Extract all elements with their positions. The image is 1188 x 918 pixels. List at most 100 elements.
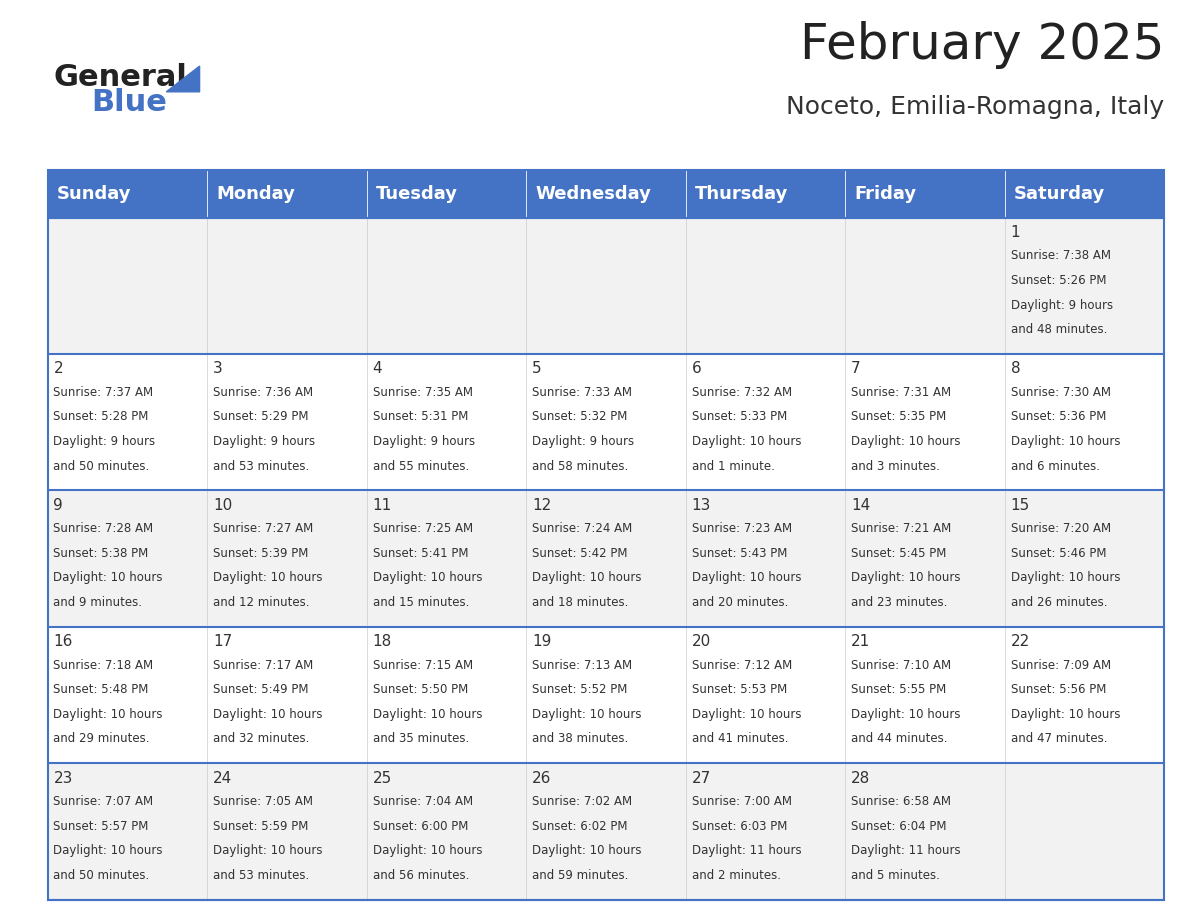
- Text: Daylight: 10 hours: Daylight: 10 hours: [532, 571, 642, 585]
- FancyBboxPatch shape: [526, 170, 685, 218]
- Text: 20: 20: [691, 634, 710, 649]
- Text: Daylight: 10 hours: Daylight: 10 hours: [691, 435, 801, 448]
- Text: Sunrise: 7:38 AM: Sunrise: 7:38 AM: [1011, 250, 1111, 263]
- Text: Sunrise: 7:31 AM: Sunrise: 7:31 AM: [851, 386, 952, 399]
- FancyBboxPatch shape: [367, 170, 526, 218]
- Text: Sunset: 5:41 PM: Sunset: 5:41 PM: [373, 547, 468, 560]
- Text: Sunrise: 7:15 AM: Sunrise: 7:15 AM: [373, 659, 473, 672]
- Text: and 3 minutes.: and 3 minutes.: [851, 460, 940, 473]
- Text: Sunset: 5:55 PM: Sunset: 5:55 PM: [851, 683, 947, 696]
- Text: 2: 2: [53, 362, 63, 376]
- Text: Daylight: 10 hours: Daylight: 10 hours: [213, 708, 322, 721]
- Text: Daylight: 10 hours: Daylight: 10 hours: [851, 435, 961, 448]
- Text: Daylight: 9 hours: Daylight: 9 hours: [532, 435, 634, 448]
- Text: and 56 minutes.: and 56 minutes.: [373, 868, 469, 882]
- Text: 22: 22: [1011, 634, 1030, 649]
- Text: Sunset: 5:35 PM: Sunset: 5:35 PM: [851, 410, 947, 423]
- Text: Daylight: 10 hours: Daylight: 10 hours: [691, 708, 801, 721]
- Text: and 20 minutes.: and 20 minutes.: [691, 596, 788, 609]
- Text: Sunrise: 7:17 AM: Sunrise: 7:17 AM: [213, 659, 314, 672]
- Text: and 6 minutes.: and 6 minutes.: [1011, 460, 1100, 473]
- FancyBboxPatch shape: [48, 354, 1164, 490]
- Text: Sunrise: 7:36 AM: Sunrise: 7:36 AM: [213, 386, 314, 399]
- Text: 19: 19: [532, 634, 551, 649]
- Text: Sunset: 5:31 PM: Sunset: 5:31 PM: [373, 410, 468, 423]
- Text: Sunrise: 7:21 AM: Sunrise: 7:21 AM: [851, 522, 952, 535]
- Text: Daylight: 9 hours: Daylight: 9 hours: [373, 435, 475, 448]
- Text: Sunday: Sunday: [57, 185, 132, 203]
- Text: 24: 24: [213, 770, 232, 786]
- Text: Sunset: 6:02 PM: Sunset: 6:02 PM: [532, 820, 627, 833]
- Text: and 44 minutes.: and 44 minutes.: [851, 733, 948, 745]
- Text: Sunrise: 6:58 AM: Sunrise: 6:58 AM: [851, 795, 952, 808]
- Text: General: General: [53, 62, 188, 92]
- Text: Sunrise: 7:25 AM: Sunrise: 7:25 AM: [373, 522, 473, 535]
- Text: Sunrise: 7:30 AM: Sunrise: 7:30 AM: [1011, 386, 1111, 399]
- Text: Sunrise: 7:04 AM: Sunrise: 7:04 AM: [373, 795, 473, 808]
- Text: and 50 minutes.: and 50 minutes.: [53, 868, 150, 882]
- Text: Sunset: 5:26 PM: Sunset: 5:26 PM: [1011, 274, 1106, 287]
- Text: 18: 18: [373, 634, 392, 649]
- FancyBboxPatch shape: [685, 170, 845, 218]
- Text: Daylight: 10 hours: Daylight: 10 hours: [53, 845, 163, 857]
- Text: Sunrise: 7:13 AM: Sunrise: 7:13 AM: [532, 659, 632, 672]
- Text: Sunset: 5:43 PM: Sunset: 5:43 PM: [691, 547, 786, 560]
- Text: 17: 17: [213, 634, 232, 649]
- Text: Sunset: 5:56 PM: Sunset: 5:56 PM: [1011, 683, 1106, 696]
- Text: Daylight: 10 hours: Daylight: 10 hours: [851, 708, 961, 721]
- Text: and 59 minutes.: and 59 minutes.: [532, 868, 628, 882]
- Text: February 2025: February 2025: [800, 21, 1164, 69]
- Text: and 18 minutes.: and 18 minutes.: [532, 596, 628, 609]
- Text: Sunrise: 7:28 AM: Sunrise: 7:28 AM: [53, 522, 153, 535]
- Text: 11: 11: [373, 498, 392, 513]
- Text: 26: 26: [532, 770, 551, 786]
- Text: 3: 3: [213, 362, 222, 376]
- Text: Sunrise: 7:20 AM: Sunrise: 7:20 AM: [1011, 522, 1111, 535]
- Text: Daylight: 10 hours: Daylight: 10 hours: [1011, 708, 1120, 721]
- Text: and 35 minutes.: and 35 minutes.: [373, 733, 469, 745]
- Text: 23: 23: [53, 770, 72, 786]
- Text: Sunrise: 7:02 AM: Sunrise: 7:02 AM: [532, 795, 632, 808]
- Text: and 48 minutes.: and 48 minutes.: [1011, 323, 1107, 336]
- Text: Sunset: 5:59 PM: Sunset: 5:59 PM: [213, 820, 309, 833]
- Text: 8: 8: [1011, 362, 1020, 376]
- Text: and 26 minutes.: and 26 minutes.: [1011, 596, 1107, 609]
- Text: 21: 21: [851, 634, 871, 649]
- Text: and 47 minutes.: and 47 minutes.: [1011, 733, 1107, 745]
- Text: Daylight: 10 hours: Daylight: 10 hours: [373, 845, 482, 857]
- FancyBboxPatch shape: [48, 490, 1164, 627]
- Text: Daylight: 10 hours: Daylight: 10 hours: [851, 571, 961, 585]
- Text: and 55 minutes.: and 55 minutes.: [373, 460, 469, 473]
- Text: and 41 minutes.: and 41 minutes.: [691, 733, 788, 745]
- FancyBboxPatch shape: [1005, 170, 1164, 218]
- Text: and 15 minutes.: and 15 minutes.: [373, 596, 469, 609]
- Text: Sunrise: 7:23 AM: Sunrise: 7:23 AM: [691, 522, 791, 535]
- Text: Sunrise: 7:33 AM: Sunrise: 7:33 AM: [532, 386, 632, 399]
- FancyBboxPatch shape: [48, 627, 1164, 763]
- Text: Sunrise: 7:05 AM: Sunrise: 7:05 AM: [213, 795, 312, 808]
- Text: Sunset: 5:38 PM: Sunset: 5:38 PM: [53, 547, 148, 560]
- Text: Sunset: 6:03 PM: Sunset: 6:03 PM: [691, 820, 786, 833]
- Text: Friday: Friday: [854, 185, 917, 203]
- Text: Daylight: 10 hours: Daylight: 10 hours: [1011, 571, 1120, 585]
- Text: Saturday: Saturday: [1015, 185, 1106, 203]
- Text: Noceto, Emilia-Romagna, Italy: Noceto, Emilia-Romagna, Italy: [786, 95, 1164, 119]
- Text: Sunrise: 7:12 AM: Sunrise: 7:12 AM: [691, 659, 792, 672]
- Text: 14: 14: [851, 498, 871, 513]
- Text: Sunrise: 7:10 AM: Sunrise: 7:10 AM: [851, 659, 952, 672]
- Text: 27: 27: [691, 770, 710, 786]
- Text: Sunset: 5:45 PM: Sunset: 5:45 PM: [851, 547, 947, 560]
- Text: Sunrise: 7:27 AM: Sunrise: 7:27 AM: [213, 522, 314, 535]
- Text: Sunset: 5:49 PM: Sunset: 5:49 PM: [213, 683, 309, 696]
- Text: Monday: Monday: [216, 185, 296, 203]
- Text: Daylight: 9 hours: Daylight: 9 hours: [1011, 298, 1113, 311]
- Text: Sunrise: 7:07 AM: Sunrise: 7:07 AM: [53, 795, 153, 808]
- Text: and 32 minutes.: and 32 minutes.: [213, 733, 309, 745]
- Text: and 23 minutes.: and 23 minutes.: [851, 596, 948, 609]
- Text: and 2 minutes.: and 2 minutes.: [691, 868, 781, 882]
- Text: and 38 minutes.: and 38 minutes.: [532, 733, 628, 745]
- Text: 6: 6: [691, 362, 701, 376]
- Text: Thursday: Thursday: [695, 185, 789, 203]
- Text: Sunrise: 7:37 AM: Sunrise: 7:37 AM: [53, 386, 153, 399]
- Text: Sunset: 5:29 PM: Sunset: 5:29 PM: [213, 410, 309, 423]
